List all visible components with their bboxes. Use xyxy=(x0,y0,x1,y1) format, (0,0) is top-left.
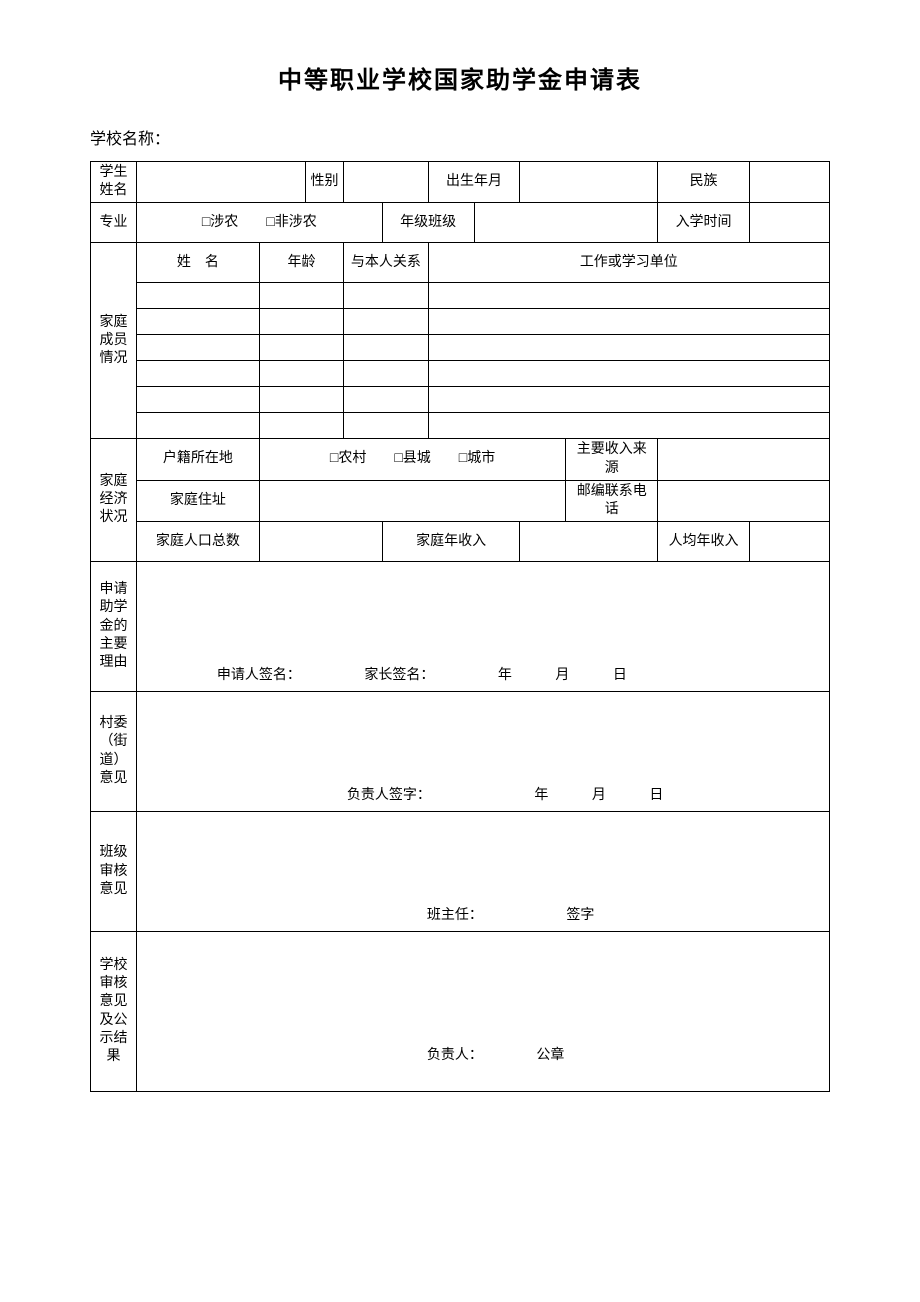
label-student-name: 学生姓名 xyxy=(91,162,137,203)
label-enroll: 入学时间 xyxy=(658,203,750,243)
label-fam-name: 姓 名 xyxy=(136,243,259,283)
label-class-teacher: 班主任： xyxy=(427,907,483,925)
field-birth[interactable] xyxy=(520,162,658,203)
label-pop: 家庭人口总数 xyxy=(136,522,259,562)
fam-row6-work[interactable] xyxy=(428,413,829,439)
label-village-day: 日 xyxy=(649,787,663,805)
fam-row5-age[interactable] xyxy=(259,387,343,413)
fam-row3-work[interactable] xyxy=(428,335,829,361)
field-annual[interactable] xyxy=(520,522,658,562)
label-reason-month: 月 xyxy=(555,667,569,685)
field-class[interactable]: 班主任： 签字 xyxy=(136,812,829,932)
fam-row6-age[interactable] xyxy=(259,413,343,439)
label-village-month: 月 xyxy=(592,787,606,805)
label-huji: 户籍所在地 xyxy=(136,439,259,480)
field-village[interactable]: 负责人签字： 年 月 日 xyxy=(136,692,829,812)
field-post-phone[interactable] xyxy=(658,480,830,521)
field-student-name[interactable] xyxy=(136,162,305,203)
fam-row4-name[interactable] xyxy=(136,361,259,387)
label-gender: 性别 xyxy=(305,162,344,203)
field-enroll[interactable] xyxy=(749,203,829,243)
application-form-table: 学生姓名 性别 出生年月 民族 专业 □涉农 □非涉农 年级班级 入学时间 家庭… xyxy=(90,161,830,1092)
field-ethnic[interactable] xyxy=(749,162,829,203)
label-birth: 出生年月 xyxy=(428,162,520,203)
label-parent-sig: 家长签名： xyxy=(364,667,434,685)
label-fam-work: 工作或学习单位 xyxy=(428,243,829,283)
fam-row6-rel[interactable] xyxy=(344,413,428,439)
field-addr[interactable] xyxy=(259,480,566,521)
label-annual: 家庭年收入 xyxy=(382,522,520,562)
fam-row4-age[interactable] xyxy=(259,361,343,387)
label-village-year: 年 xyxy=(534,787,548,805)
label-reason-day: 日 xyxy=(613,667,627,685)
label-family-section: 家庭成员情况 xyxy=(91,243,137,439)
label-major: 专业 xyxy=(91,203,137,243)
label-fam-age: 年龄 xyxy=(259,243,343,283)
label-class-section: 班级审核意见 xyxy=(91,812,137,932)
label-village-section: 村委（街道）意见 xyxy=(91,692,137,812)
label-school-section: 学校审核意见及公示结果 xyxy=(91,932,137,1092)
field-income-src[interactable] xyxy=(658,439,830,480)
fam-row1-name[interactable] xyxy=(136,283,259,309)
fam-row1-age[interactable] xyxy=(259,283,343,309)
label-post-phone: 邮编联系电话 xyxy=(566,480,658,521)
field-percap[interactable] xyxy=(749,522,829,562)
label-ethnic: 民族 xyxy=(658,162,750,203)
fam-row1-rel[interactable] xyxy=(344,283,428,309)
label-village-sig: 负责人签字： xyxy=(347,787,431,805)
fam-row2-name[interactable] xyxy=(136,309,259,335)
field-grade[interactable] xyxy=(474,203,658,243)
fam-row2-rel[interactable] xyxy=(344,309,428,335)
fam-row5-work[interactable] xyxy=(428,387,829,413)
label-addr: 家庭住址 xyxy=(136,480,259,521)
label-school-seal: 公章 xyxy=(536,1047,564,1065)
field-major-options[interactable]: □涉农 □非涉农 xyxy=(136,203,382,243)
label-fam-rel: 与本人关系 xyxy=(344,243,428,283)
label-class-sign: 签字 xyxy=(566,907,594,925)
label-income-src: 主要收入来源 xyxy=(566,439,658,480)
field-gender[interactable] xyxy=(344,162,428,203)
school-name-label: 学校名称： xyxy=(90,125,830,149)
fam-row3-age[interactable] xyxy=(259,335,343,361)
fam-row2-work[interactable] xyxy=(428,309,829,335)
fam-row5-name[interactable] xyxy=(136,387,259,413)
label-grade: 年级班级 xyxy=(382,203,474,243)
label-school-leader: 负责人： xyxy=(427,1047,483,1065)
fam-row5-rel[interactable] xyxy=(344,387,428,413)
fam-row1-work[interactable] xyxy=(428,283,829,309)
fam-row4-rel[interactable] xyxy=(344,361,428,387)
label-reason-year: 年 xyxy=(498,667,512,685)
document-title: 中等职业学校国家助学金申请表 xyxy=(90,60,830,95)
field-huji-options[interactable]: □农村 □县城 □城市 xyxy=(259,439,566,480)
label-reason-section: 申请助学金的主要理由 xyxy=(91,562,137,692)
label-applicant-sig: 申请人签名： xyxy=(217,667,301,685)
fam-row3-rel[interactable] xyxy=(344,335,428,361)
fam-row6-name[interactable] xyxy=(136,413,259,439)
label-percap: 人均年收入 xyxy=(658,522,750,562)
fam-row2-age[interactable] xyxy=(259,309,343,335)
field-school[interactable]: 负责人： 公章 xyxy=(136,932,829,1092)
field-reason[interactable]: 申请人签名： 家长签名： 年 月 日 xyxy=(136,562,829,692)
label-econ-section: 家庭经济状况 xyxy=(91,439,137,562)
fam-row4-work[interactable] xyxy=(428,361,829,387)
field-pop[interactable] xyxy=(259,522,382,562)
fam-row3-name[interactable] xyxy=(136,335,259,361)
